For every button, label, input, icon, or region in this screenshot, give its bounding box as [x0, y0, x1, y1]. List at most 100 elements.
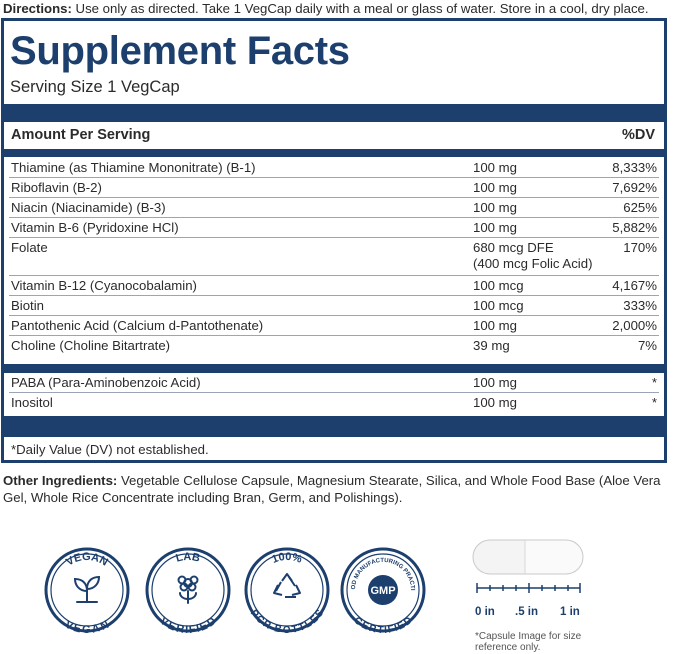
nutrient-name: Niacin (Niacinamide) (B-3) — [11, 200, 166, 215]
nutrient-amount-line: 100 mg — [473, 200, 517, 215]
nutrient-amount: 39 mg — [473, 338, 510, 354]
svg-text:VEGAN: VEGAN — [64, 551, 110, 569]
recycle-icon — [273, 573, 301, 598]
header-percent-dv: %DV — [621, 127, 655, 143]
other-ingredients-label: Other Ingredients: — [3, 473, 118, 488]
nutrient-row: Pantothenic Acid (Calcium d-Pantothenate… — [9, 316, 659, 336]
nutrient-name: Vitamin B-6 (Pyridoxine HCl) — [11, 220, 179, 235]
nutrient-name: Thiamine (as Thiamine Mononitrate) (B-1) — [11, 160, 256, 175]
nutrient-amount-line: 39 mg — [473, 338, 510, 353]
vegan-badge-bottom-text: VEGAN — [63, 619, 111, 633]
nutrient-amount: 100 mg — [473, 220, 517, 236]
lab-verified-badge: LAB VERIFIED — [145, 547, 231, 633]
nutrient-name: Vitamin B-12 (Cyanocobalamin) — [11, 278, 197, 293]
nutrient-amount: 100 mcg — [473, 278, 524, 294]
nutrient-amount: 100 mg — [473, 180, 517, 196]
nutrient-amount-detail: (400 mcg Folic Acid) — [473, 256, 593, 271]
nutrient-name: Inositol — [11, 395, 53, 410]
nutrient-row: Vitamin B-12 (Cyanocobalamin) 100 mcg 4,16… — [9, 276, 659, 296]
nutrient-amount-line: 100 mcg — [473, 298, 524, 313]
nutrient-amount-line: 100 mcg — [473, 278, 524, 293]
svg-text:100%: 100% — [270, 551, 303, 566]
nutrient-row: Thiamine (as Thiamine Mononitrate) (B-1)… — [9, 158, 659, 178]
nutrient-amount: 100 mg — [473, 395, 517, 411]
nutrient-amount: 680 mcg DFE (400 mcg Folic Acid) — [473, 240, 592, 272]
lab-badge-bottom-text: VERIFIED — [158, 615, 219, 633]
nutrient-dv: 625% — [623, 200, 657, 215]
nutrient-amount-line: 100 mg — [473, 375, 517, 390]
pcr-badge-top-text: 100% — [270, 551, 303, 566]
nutrient-name: Folate — [11, 240, 48, 255]
nutrient-row: Biotin 100 mcg 333% — [9, 296, 659, 316]
supplement-facts-panel: Supplement Facts Serving Size 1 VegCap A… — [1, 18, 667, 463]
serving-size: Serving Size 1 VegCap — [10, 78, 180, 96]
nutrient-amount: 100 mcg — [473, 298, 524, 314]
capsule-icon — [472, 539, 584, 575]
scale-label-0: 0 in — [475, 606, 495, 618]
scale-label-1: 1 in — [560, 606, 580, 618]
lab-badge-top-text: LAB — [175, 551, 202, 565]
nutrient-dv: 7,692% — [612, 180, 657, 195]
header-amount-per-serving: Amount Per Serving — [11, 127, 151, 143]
capsule-note: *Capsule Image for size reference only. — [475, 631, 581, 653]
nutrient-amount-line: 100 mg — [473, 180, 517, 195]
nutrient-amount: 100 mg — [473, 318, 517, 334]
capsule-size-reference: * 0 in .5 in 1 in — [472, 530, 584, 618]
pcr-badge-bottom-text: PCR BOTTLES — [248, 608, 327, 633]
capsule-note-line2: reference only. — [475, 642, 541, 653]
nutrient-dv: 5,882% — [612, 220, 657, 235]
gmp-center-text: GMP — [370, 585, 395, 597]
nutrient-amount-line: 100 mg — [473, 160, 517, 175]
scale-ruler — [476, 583, 581, 593]
nutrient-row: Folate 680 mcg DFE (400 mcg Folic Acid) 170… — [9, 238, 659, 276]
nutrient-amount: 100 mg — [473, 160, 517, 176]
footnote: *Daily Value (DV) not established. — [11, 442, 209, 457]
nutrient-dv: 4,167% — [612, 278, 657, 293]
scale-label-half: .5 in — [515, 606, 538, 618]
directions-label: Directions: — [3, 1, 72, 16]
directions-body: Use only as directed. Take 1 VegCap dail… — [71, 1, 649, 16]
nutrient-amount: 100 mg — [473, 200, 517, 216]
nutrient-row: Choline (Choline Bitartrate) 39 mg 7% — [9, 336, 659, 356]
nutrient-dv: 2,000% — [612, 318, 657, 333]
gmp-seal-icon — [368, 575, 398, 605]
flower-icon — [177, 575, 199, 604]
nutrient-amount-line: 100 mg — [473, 395, 517, 410]
nutrient-row: Niacin (Niacinamide) (B-3) 100 mg 625% — [9, 198, 659, 218]
nutrient-dv: 7% — [637, 338, 657, 353]
directions-text: Directions: Use only as directed. Take 1… — [3, 1, 679, 17]
nutrient-dv: * — [651, 375, 657, 390]
nutrient-dv: * — [651, 395, 657, 410]
nutrient-row: Vitamin B-6 (Pyridoxine HCl) 100 mg 5,882% — [9, 218, 659, 238]
nutrient-dv: 333% — [623, 298, 657, 313]
divider-bar — [4, 149, 664, 157]
other-ingredients-text: Vegetable Cellulose Capsule, Magnesium S… — [3, 473, 661, 505]
nutrient-amount: 100 mg — [473, 375, 517, 391]
sprout-icon — [73, 575, 101, 603]
nutrient-row: PABA (Para-Aminobenzoic Acid) 100 mg * — [9, 373, 659, 393]
nutrient-amount-line: 680 mcg DFE — [473, 240, 554, 255]
pcr-bottles-badge: 100% PCR BOTTLES — [244, 547, 330, 633]
capsule-asterisk: * — [580, 530, 584, 535]
capsule-note-line1: *Capsule Image for size — [475, 631, 582, 642]
nutrient-name: PABA (Para-Aminobenzoic Acid) — [11, 375, 201, 390]
nutrient-dv: 170% — [623, 240, 657, 255]
svg-text:VERIFIED: VERIFIED — [158, 615, 219, 633]
nutrient-row: Inositol 100 mg * — [9, 393, 659, 413]
svg-text:VEGAN: VEGAN — [63, 619, 111, 633]
nutrient-amount-line: 100 mg — [473, 318, 517, 333]
nutrient-amount-line: 100 mg — [473, 220, 517, 235]
nutrient-name: Riboflavin (B-2) — [11, 180, 102, 195]
divider-bar-thick — [4, 416, 664, 437]
nutrient-name: Pantothenic Acid (Calcium d-Pantothenate… — [11, 318, 264, 333]
svg-text:PCR BOTTLES: PCR BOTTLES — [248, 608, 327, 633]
nutrient-name: Biotin — [11, 298, 44, 313]
nutrient-row: Riboflavin (B-2) 100 mg 7,692% — [9, 178, 659, 198]
divider-bar-thick — [4, 104, 664, 122]
vegan-badge-top-text: VEGAN — [64, 551, 110, 569]
nutrient-dv: 8,333% — [612, 160, 657, 175]
vegan-badge: VEGAN VEGAN — [44, 547, 130, 633]
other-ingredients: Other Ingredients: Vegetable Cellulose C… — [3, 472, 663, 506]
svg-text:LAB: LAB — [175, 551, 202, 565]
supplement-facts-title: Supplement Facts — [10, 29, 350, 73]
